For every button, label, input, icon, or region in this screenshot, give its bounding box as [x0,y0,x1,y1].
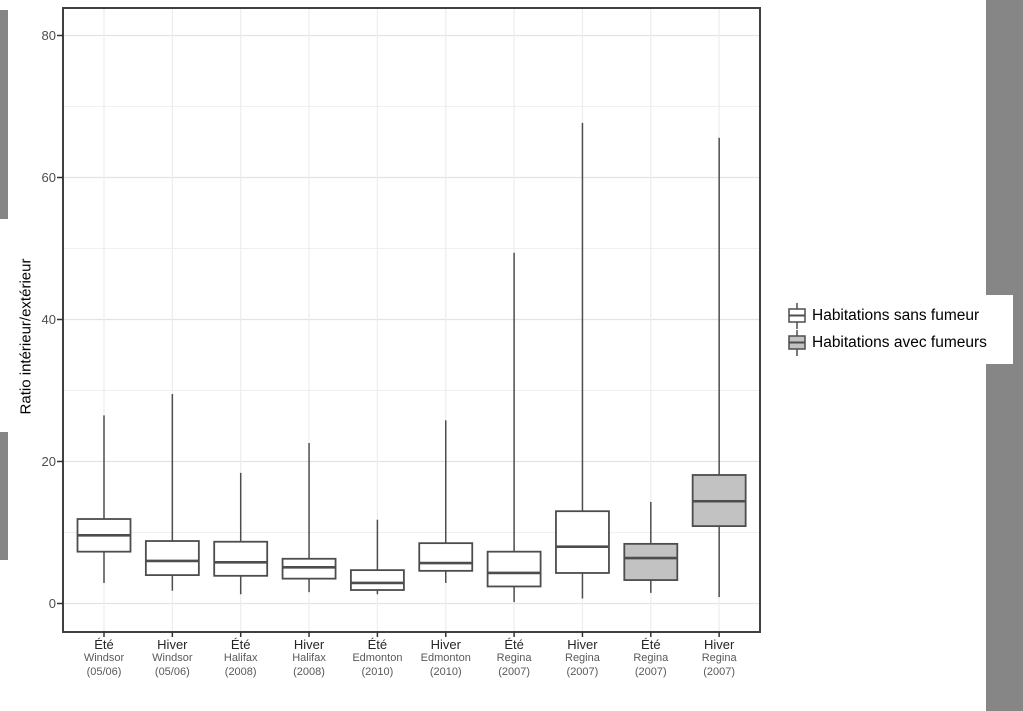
y-tick-label: 40 [41,312,56,327]
legend-item-sans-fumeur: Habitations sans fumeur [788,302,1013,329]
x-tick-label-line: (2010) [361,665,394,678]
box [144,540,200,577]
y-axis-title: Ratio intérieur/extérieur [17,258,35,415]
box [281,557,337,580]
background-strip-left-bottom [0,432,8,560]
box [623,542,679,581]
x-tick-label: Été Regina (2007) [606,637,696,679]
x-tick-label: Été Windsor (05/06) [59,637,149,679]
box [486,550,542,588]
x-tick-label-line: Été [504,637,524,652]
x-tick-label-line: Edmonton [420,652,471,664]
x-tick-label-line: Edmonton [352,652,403,664]
x-tick-label-line: Regina [565,652,600,664]
x-tick-label-line: Hiver [567,637,598,652]
box [418,542,474,572]
x-tick-label: Été Regina (2007) [469,637,559,679]
x-tick-label-line: Regina [701,652,737,664]
y-tick-label: 60 [41,170,56,185]
x-tick-label-line: Halifax [223,652,258,664]
x-tick-label-line: Été [367,637,388,652]
x-tick-label: Hiver Halifax (2008) [264,637,354,679]
legend: Habitations sans fumeur Habitations avec… [764,295,1013,364]
x-tick-label-line: (05/06) [86,665,122,678]
boxplot-key-icon [788,329,806,356]
x-tick-label: Hiver Regina (2007) [537,637,627,679]
box [349,569,405,591]
x-tick-label-line: Halifax [292,652,326,664]
x-tick-label-line: (2007) [634,665,667,678]
legend-label: Habitations avec fumeurs [812,333,987,351]
x-tick-label-line: Regina [633,652,669,664]
x-tick-label-line: (2008) [224,665,257,678]
box [555,510,610,574]
x-tick-label-line: Windsor [83,652,125,664]
x-tick-label-line: Été [230,637,251,652]
x-tick-label: Hiver Windsor (05/06) [127,637,217,679]
x-tick-label: Hiver Edmonton (2010) [401,637,491,679]
x-tick-label-line: (2007) [703,665,736,678]
x-tick-label-line: Hiver [157,637,188,652]
x-tick-label-line: Hiver [703,637,735,652]
x-tick-label-line: (2007) [566,665,599,678]
background-strip-left-top [0,10,8,219]
x-tick-label-line: Été [641,637,661,652]
x-tick-label: Hiver Regina (2007) [674,637,764,679]
x-tick-label-line: (2010) [429,665,462,678]
x-tick-label-line: (05/06) [154,665,190,678]
legend-label: Habitations sans fumeur [812,306,980,324]
x-tick-label-line: (2008) [293,665,325,678]
x-tick-label-line: Regina [496,652,532,664]
legend-item-avec-fumeurs: Habitations avec fumeurs [788,329,1013,356]
y-tick-label: 80 [41,28,56,43]
y-tick-label: 0 [48,596,56,611]
x-tick-label: Été Halifax (2008) [196,637,286,679]
x-tick-label-line: (2007) [498,665,530,678]
x-tick-label-line: Hiver [430,637,461,652]
boxplot-key-icon [788,302,806,329]
x-tick-label: Été Edmonton (2010) [332,637,422,679]
x-tick-label-line: Été [94,637,114,652]
x-tick-label-line: Windsor [152,652,193,664]
y-tick-label: 20 [41,454,56,469]
x-tick-label-line: Hiver [293,637,325,652]
box [213,540,269,577]
